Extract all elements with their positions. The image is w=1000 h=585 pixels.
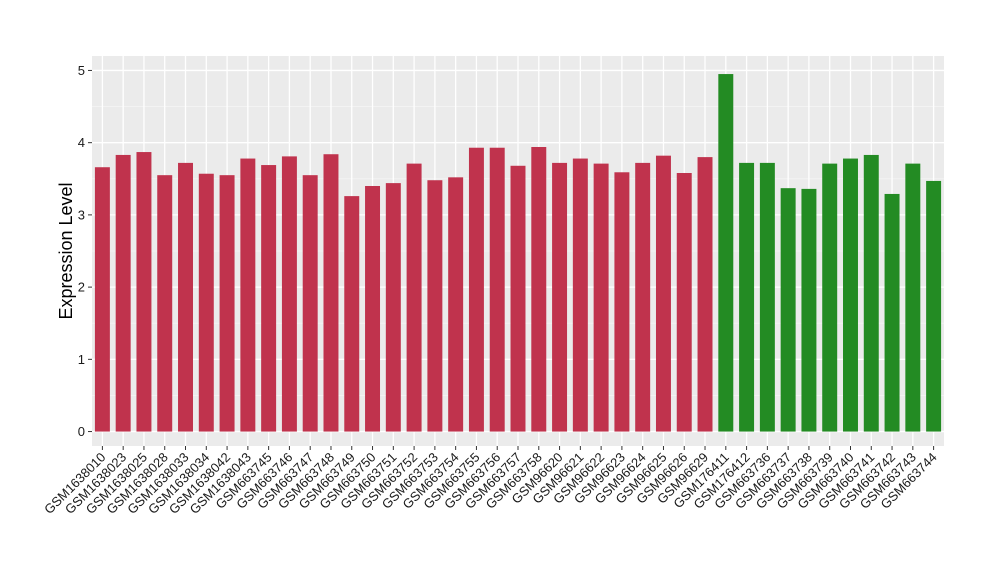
- y-axis-title: Expression Level: [56, 182, 76, 319]
- bar-gsm663737: [780, 188, 796, 432]
- bar-gsm1638023: [115, 154, 131, 432]
- bar-gsm96625: [655, 155, 671, 432]
- bar-gsm96624: [635, 162, 651, 432]
- bar-gsm663750: [365, 186, 381, 432]
- bar-gsm663752: [406, 163, 422, 432]
- y-tick-label: 4: [78, 135, 85, 150]
- y-tick-label: 2: [78, 280, 85, 295]
- y-axis: 0 1 2 3 4 5: [78, 63, 92, 439]
- bar-gsm663740: [843, 158, 858, 432]
- bar-gsm663758: [531, 147, 547, 432]
- y-tick-label: 5: [78, 63, 85, 78]
- bar-gsm663741: [863, 154, 879, 432]
- bar-gsm96622: [593, 163, 609, 432]
- bar-gsm663745: [261, 165, 277, 432]
- bar-gsm1638033: [178, 162, 193, 432]
- bar-gsm663739: [822, 163, 838, 432]
- y-tick-label: 3: [78, 207, 85, 222]
- bar-gsm176412: [739, 162, 755, 432]
- bar-gsm96623: [614, 172, 630, 432]
- bar-gsm663757: [510, 165, 526, 432]
- bar-gsm96620: [552, 162, 568, 432]
- bar-gsm663754: [448, 177, 464, 432]
- bar-gsm663751: [385, 183, 401, 432]
- y-tick-label: 0: [78, 424, 85, 439]
- bar-gsm663742: [884, 193, 900, 432]
- bar-gsm1638028: [157, 175, 173, 432]
- bar-gsm663749: [344, 196, 360, 432]
- bar-gsm663753: [427, 180, 443, 432]
- y-tick-label: 1: [78, 352, 85, 367]
- bar-gsm1638034: [198, 173, 214, 432]
- bar-gsm1638010: [94, 167, 110, 432]
- x-axis: GSM1638010GSM1638023GSM1638025GSM1638028…: [41, 446, 940, 517]
- bar-gsm96626: [676, 173, 692, 432]
- bar-gsm663747: [302, 175, 318, 432]
- bar-gsm96621: [572, 158, 588, 432]
- bar-gsm96629: [697, 157, 713, 432]
- bar-gsm1638042: [219, 175, 235, 432]
- bar-gsm176411: [718, 74, 734, 432]
- bar-gsm663744: [926, 180, 942, 432]
- bar-gsm663756: [489, 147, 505, 432]
- bar-gsm663748: [323, 154, 339, 432]
- bar-gsm1638043: [240, 158, 256, 432]
- bar-gsm663743: [905, 163, 921, 432]
- bar-gsm663738: [801, 188, 817, 432]
- bar-gsm1638025: [136, 152, 152, 432]
- bar-gsm663736: [759, 162, 775, 432]
- bar-gsm663746: [281, 156, 297, 432]
- bar-gsm663755: [468, 147, 484, 432]
- bars: [94, 74, 942, 432]
